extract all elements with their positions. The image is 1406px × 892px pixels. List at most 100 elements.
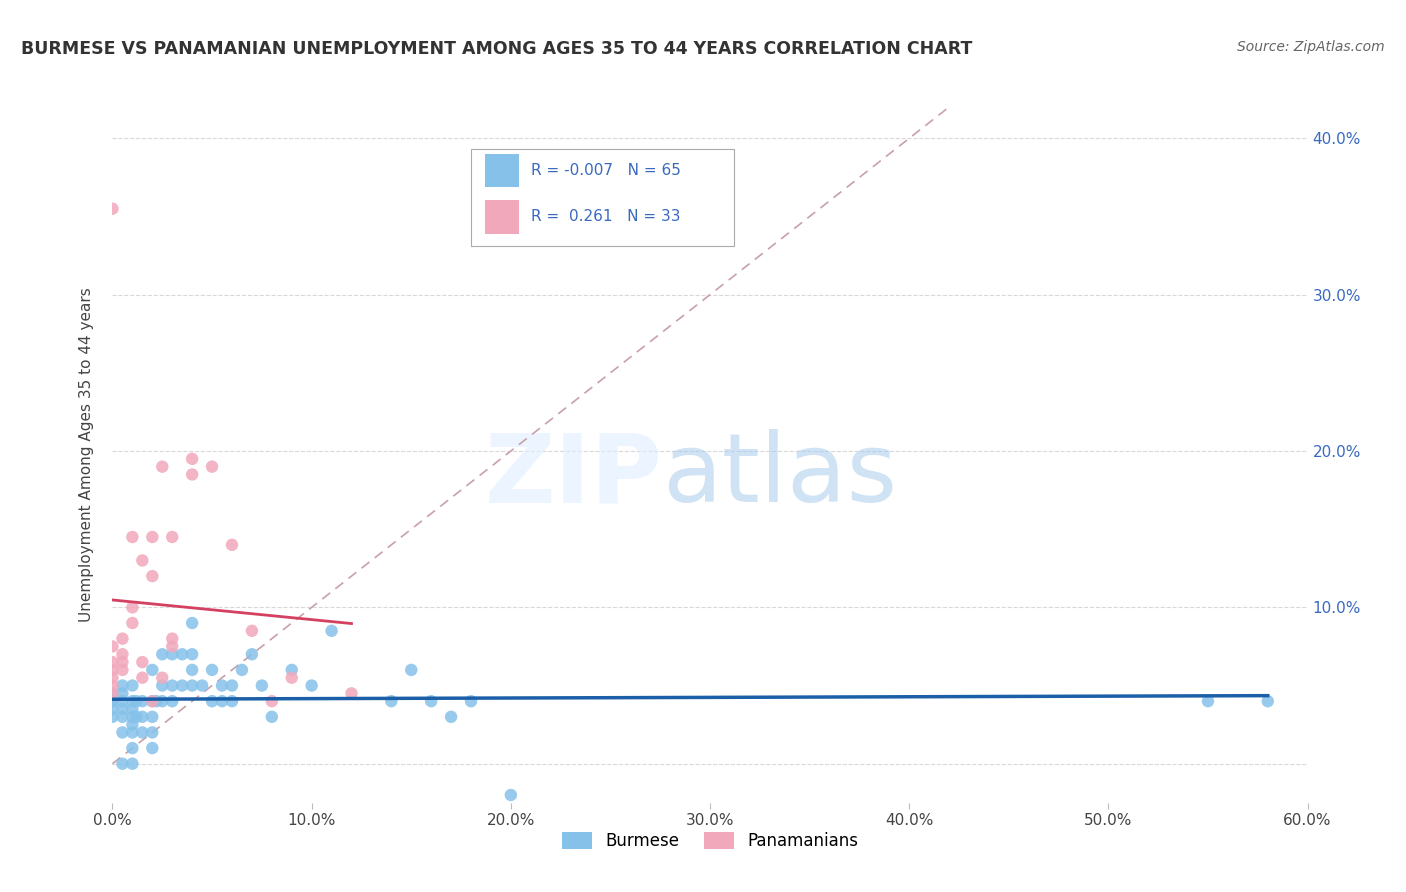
Point [201, 663, 224, 677]
Point [121, 530, 143, 544]
Text: R =  0.261   N = 33: R = 0.261 N = 33 [531, 210, 681, 225]
Point [201, 459, 224, 474]
Point [121, 702, 143, 716]
Point [125, 694, 148, 708]
Point [101, 702, 124, 716]
Point [150, 679, 173, 693]
Point [141, 569, 163, 583]
Point [101, 679, 124, 693]
Point [340, 686, 363, 700]
Point [221, 679, 243, 693]
Text: ZIP: ZIP [484, 429, 662, 523]
Point [131, 671, 153, 685]
Point [181, 467, 204, 482]
Point [111, 694, 134, 708]
Point [121, 710, 143, 724]
Point [181, 647, 204, 661]
Point [141, 694, 163, 708]
Point [121, 725, 143, 739]
Point [162, 679, 183, 693]
Point [111, 702, 134, 716]
Y-axis label: Unemployment Among Ages 35 to 44 years: Unemployment Among Ages 35 to 44 years [79, 287, 94, 623]
Point [141, 530, 163, 544]
Point [211, 694, 233, 708]
Point [111, 686, 134, 700]
Point [111, 632, 134, 646]
Point [131, 725, 153, 739]
Point [281, 663, 304, 677]
Point [125, 710, 148, 724]
Point [181, 451, 204, 466]
Point [281, 671, 304, 685]
Point [111, 710, 134, 724]
Point [201, 694, 224, 708]
Point [121, 741, 143, 756]
Point [121, 756, 143, 771]
Point [101, 671, 124, 685]
Point [111, 663, 134, 677]
Point [172, 647, 194, 661]
Point [260, 694, 283, 708]
Point [162, 694, 183, 708]
Point [401, 663, 423, 677]
Point [240, 624, 263, 638]
Point [162, 647, 183, 661]
Point [162, 530, 183, 544]
Point [131, 655, 153, 669]
Point [101, 686, 124, 700]
Point [301, 679, 323, 693]
Point [141, 694, 163, 708]
Text: BURMESE VS PANAMANIAN UNEMPLOYMENT AMONG AGES 35 TO 44 YEARS CORRELATION CHART: BURMESE VS PANAMANIAN UNEMPLOYMENT AMONG… [21, 40, 973, 58]
Point [191, 679, 214, 693]
Point [240, 647, 263, 661]
Point [111, 725, 134, 739]
Point [141, 663, 163, 677]
Point [131, 553, 153, 567]
Text: atlas: atlas [662, 429, 897, 523]
Point [1197, 694, 1219, 708]
Point [111, 655, 134, 669]
Point [131, 694, 153, 708]
Text: Source: ZipAtlas.com: Source: ZipAtlas.com [1237, 40, 1385, 54]
Point [111, 756, 134, 771]
Point [150, 694, 173, 708]
Point [111, 647, 134, 661]
Point [460, 694, 482, 708]
Point [162, 640, 183, 654]
Point [141, 741, 163, 756]
Point [131, 710, 153, 724]
Point [141, 710, 163, 724]
Point [141, 725, 163, 739]
Point [260, 710, 283, 724]
Point [250, 679, 273, 693]
Point [121, 600, 143, 615]
Point [231, 663, 253, 677]
Point [499, 788, 522, 802]
Point [1257, 694, 1279, 708]
Point [101, 202, 124, 216]
FancyBboxPatch shape [485, 201, 519, 234]
Point [420, 694, 443, 708]
Point [150, 459, 173, 474]
FancyBboxPatch shape [485, 153, 519, 187]
Point [321, 624, 343, 638]
Text: R = -0.007   N = 65: R = -0.007 N = 65 [531, 163, 681, 178]
Point [380, 694, 402, 708]
Point [221, 694, 243, 708]
Point [101, 640, 124, 654]
Point [101, 694, 124, 708]
Point [101, 686, 124, 700]
Point [101, 710, 124, 724]
Point [111, 679, 134, 693]
FancyBboxPatch shape [471, 149, 734, 246]
Point [181, 663, 204, 677]
Point [150, 671, 173, 685]
Point [150, 647, 173, 661]
Point [162, 632, 183, 646]
Point [221, 538, 243, 552]
Point [145, 694, 167, 708]
Point [101, 655, 124, 669]
Point [121, 615, 143, 630]
Legend: Burmese, Panamanians: Burmese, Panamanians [555, 826, 865, 857]
Point [181, 615, 204, 630]
